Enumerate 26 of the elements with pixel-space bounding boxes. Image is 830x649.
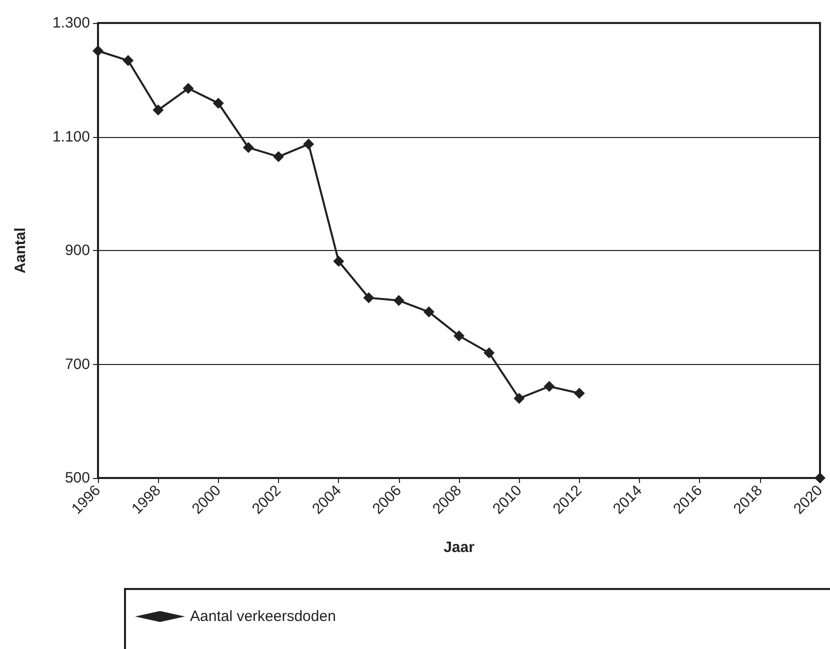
- point: [484, 347, 495, 358]
- point: [574, 388, 585, 399]
- point: [363, 292, 374, 304]
- y-tick-label: 1.100: [52, 128, 90, 146]
- point: [423, 306, 434, 318]
- point: [303, 138, 314, 150]
- point: [814, 472, 826, 484]
- point: [333, 256, 344, 267]
- point: [122, 55, 134, 66]
- point: [182, 82, 194, 94]
- point: [514, 392, 525, 404]
- point: [92, 45, 104, 56]
- y-tick-label: 500: [64, 470, 90, 486]
- point: [393, 295, 404, 306]
- y-axis-title: Aantal: [12, 228, 29, 274]
- point: [544, 380, 555, 392]
- y-tick-label: 900: [64, 242, 90, 259]
- x-axis-title: Jaar: [444, 539, 475, 556]
- legend-label: Aantal verkeersdoden: [190, 608, 336, 625]
- point: [212, 98, 224, 109]
- point: [273, 151, 284, 162]
- y-tick-label: 1.300: [52, 14, 90, 32]
- point: [152, 104, 164, 116]
- y-tick-label: 700: [64, 356, 90, 373]
- point: [242, 142, 254, 154]
- point: [454, 330, 464, 342]
